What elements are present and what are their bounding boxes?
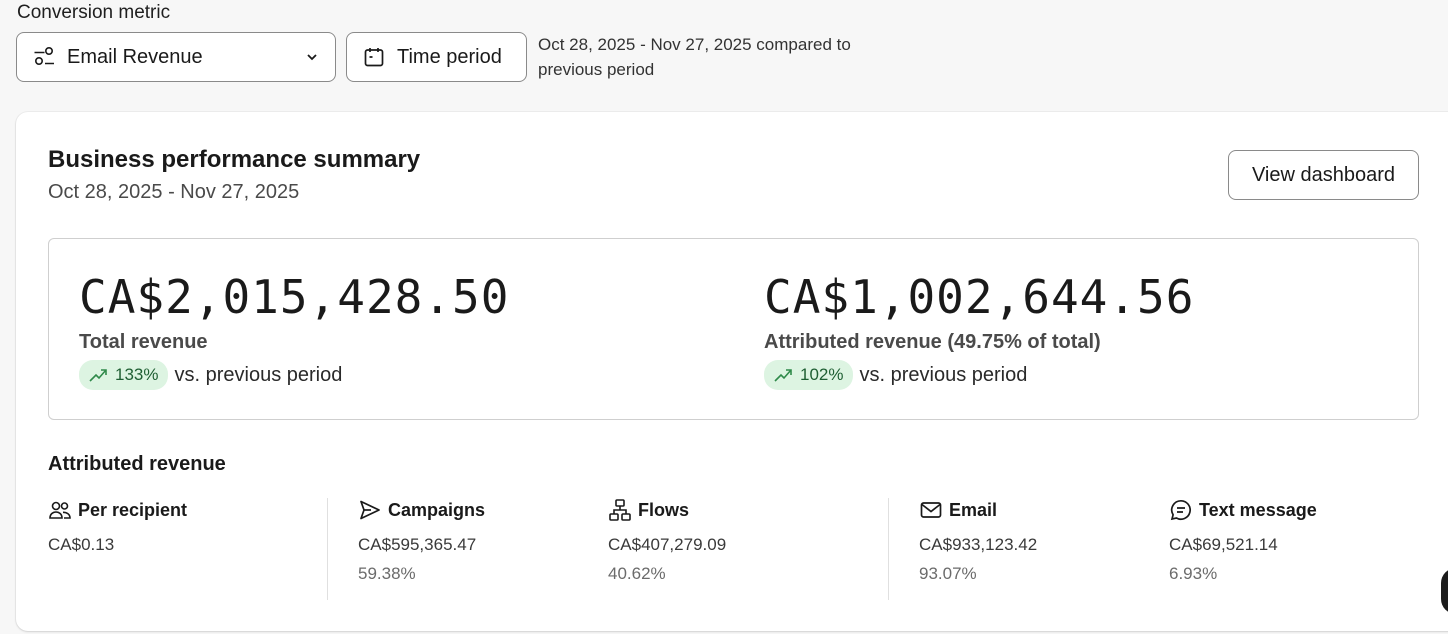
message-icon [1169,498,1193,522]
change-value: 133% [115,365,159,384]
flows-pct: 40.62% [608,564,666,583]
conversion-metric-select[interactable]: Email Revenue [16,32,336,82]
business-performance-card: Business performance summary Oct 28, 202… [16,112,1448,631]
attributed-revenue-kpi: CA$1,002,644.56 Attributed revenue (49.7… [764,269,1194,390]
email-pct: 93.07% [919,564,977,583]
text-message-stat: Text message CA$69,521.14 6.93% [1169,498,1317,600]
attributed-revenue-title: Attributed revenue [48,453,226,475]
conversion-icon [33,46,55,68]
change-badge: 102% [764,360,854,390]
users-icon [48,498,72,522]
total-revenue-value: CA$2,015,428.50 [79,270,510,324]
send-icon [358,498,382,522]
text-message-value: CA$69,521.14 [1169,535,1278,554]
email-label: Email [949,499,998,520]
mail-icon [919,498,943,522]
text-message-pct: 6.93% [1169,564,1218,583]
change-value: 102% [800,365,844,384]
campaigns-stat: Campaigns CA$595,365.47 59.38% [358,498,485,600]
card-date-range: Oct 28, 2025 - Nov 27, 2025 [48,181,300,203]
attributed-revenue-value: CA$1,002,644.56 [764,270,1195,324]
flows-stat: Flows CA$407,279.09 40.62% [608,498,726,600]
change-suffix: vs. previous period [174,363,343,386]
text-message-label: Text message [1199,499,1317,520]
chevron-down-icon [305,50,319,64]
kpi-summary-box: CA$2,015,428.50 Total revenue 133% vs. p… [48,238,1419,420]
conversion-metric-value: Email Revenue [67,45,203,68]
flow-icon [608,498,632,522]
email-stat: Email CA$933,123.42 93.07% [919,498,1037,600]
calendar-icon [363,46,385,68]
per-recipient-label: Per recipient [78,499,188,520]
view-dashboard-button[interactable]: View dashboard [1228,150,1419,200]
card-title: Business performance summary [48,146,421,173]
stat-divider [327,498,328,600]
comparison-date-text: Oct 28, 2025 - Nov 27, 2025 compared to … [538,35,851,79]
change-suffix: vs. previous period [859,363,1028,386]
campaigns-pct: 59.38% [358,564,416,583]
per-recipient-stat: Per recipient CA$0.13 [48,498,187,600]
campaigns-label: Campaigns [388,499,486,520]
metric-label: Conversion metric [17,2,171,23]
campaigns-value: CA$595,365.47 [358,535,477,554]
time-period-label: Time period [397,45,502,68]
chat-launcher[interactable] [1441,568,1448,614]
total-revenue-label: Total revenue [79,331,208,353]
change-badge: 133% [79,360,169,390]
flows-value: CA$407,279.09 [608,535,727,554]
stat-divider [888,498,889,600]
attributed-revenue-change: 102% vs. previous period [764,360,1194,390]
email-value: CA$933,123.42 [919,535,1038,554]
trending-up-icon [774,367,794,383]
time-period-button[interactable]: Time period [346,32,527,82]
flows-label: Flows [638,499,690,520]
per-recipient-value: CA$0.13 [48,535,115,554]
total-revenue-kpi: CA$2,015,428.50 Total revenue 133% vs. p… [79,269,509,390]
attributed-revenue-label: Attributed revenue (49.75% of total) [764,331,1101,353]
trending-up-icon [89,367,109,383]
total-revenue-change: 133% vs. previous period [79,360,509,390]
